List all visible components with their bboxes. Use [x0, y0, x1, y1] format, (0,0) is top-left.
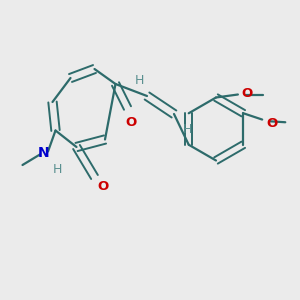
- Text: O: O: [98, 180, 109, 193]
- Text: N: N: [38, 146, 49, 160]
- Text: H: H: [183, 123, 192, 136]
- Text: H: H: [52, 163, 62, 176]
- Text: O: O: [125, 116, 136, 128]
- Text: O: O: [266, 117, 278, 130]
- Text: O: O: [242, 86, 253, 100]
- Text: H: H: [135, 74, 144, 87]
